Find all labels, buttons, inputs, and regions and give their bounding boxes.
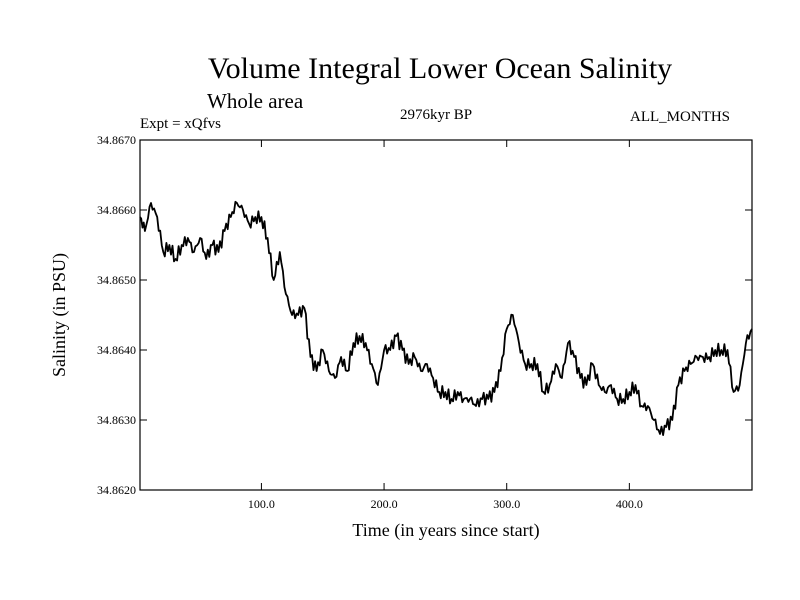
y-tick-label: 34.8630 — [97, 413, 136, 427]
y-axis: 34.8620 34.8630 34.8640 34.8650 34.8660 34.86… — [97, 133, 752, 497]
y-tick-label: 34.8660 — [97, 203, 136, 217]
y-tick-label: 34.8650 — [97, 273, 136, 287]
period-label: 2976kyr BP — [400, 107, 473, 123]
x-tick-label: 400.0 — [616, 497, 643, 511]
chart-subtitle: Whole area — [207, 89, 304, 113]
months-label: ALL_MONTHS — [630, 109, 730, 125]
x-axis-label: Time (in years since start) — [352, 520, 539, 541]
series-line-salinity — [139, 200, 753, 436]
experiment-label: Expt = xQfvs — [140, 116, 221, 132]
y-tick-label: 34.8640 — [97, 343, 136, 357]
x-tick-label: 300.0 — [493, 497, 520, 511]
x-axis: 100.0 200.0 300.0 400.0 — [248, 140, 643, 511]
plot-frame — [139, 139, 753, 491]
x-tick-label: 200.0 — [371, 497, 398, 511]
y-tick-label: 34.8620 — [97, 483, 136, 497]
x-tick-label: 100.0 — [248, 497, 275, 511]
y-tick-label: 34.8670 — [97, 133, 136, 147]
chart-title: Volume Integral Lower Ocean Salinity — [207, 52, 673, 85]
y-axis-label: Salinity (in PSU) — [49, 253, 70, 377]
